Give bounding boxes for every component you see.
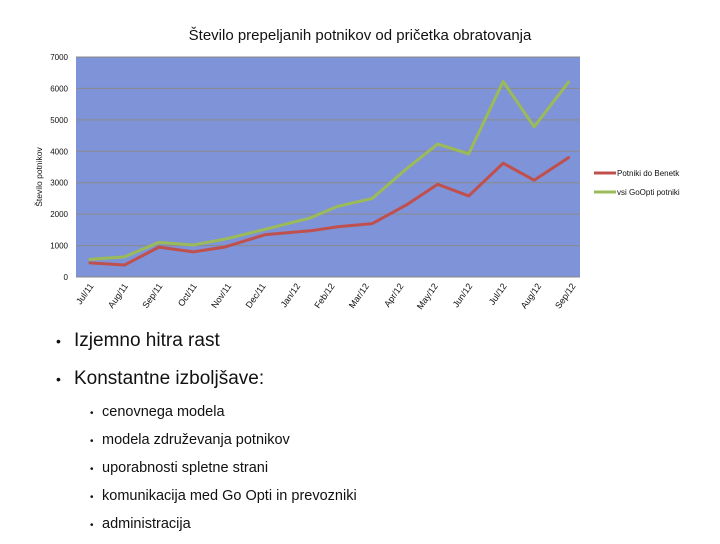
y-tick-label: 6000 [50, 84, 68, 93]
y-tick-label: 2000 [50, 210, 68, 219]
series-line-benetk [88, 156, 571, 267]
bullet-dot: • [56, 333, 61, 349]
y-tick-label: 3000 [50, 179, 68, 188]
sub-bullet-text: cenovnega modela [102, 404, 225, 420]
x-tick-label: Aug/11 [106, 281, 130, 310]
x-tick-label: Feb/12 [312, 281, 336, 310]
legend-label: vsi GoOpti potniki [617, 188, 680, 197]
sub-bullet-text: administracija [102, 516, 191, 532]
y-tick-label: 7000 [50, 53, 68, 62]
bullet-text: Konstantne izboljšave: [74, 368, 265, 389]
passenger-chart: Število prepeljanih potnikov od pričetka… [34, 27, 680, 311]
sub-bullet-item: • modela združevanja potnikov [90, 432, 696, 448]
bullet-item: • Konstantne izboljšave: [56, 368, 696, 390]
x-tick-label: Jan/12 [279, 281, 303, 309]
sub-bullet-item: • komunikacija med Go Opti in prevozniki [90, 488, 696, 504]
x-tick-label: Oct/11 [176, 281, 199, 308]
x-tick-label: Jul/11 [74, 281, 96, 306]
x-tick-label: Dec/11 [244, 281, 268, 310]
series-line-goopti [88, 80, 571, 261]
y-tick-label: 1000 [50, 242, 68, 251]
y-tick-label: 5000 [50, 116, 68, 125]
sub-bullet-text: modela združevanja potnikov [102, 432, 290, 448]
x-tick-label: Sep/12 [553, 281, 578, 310]
sub-bullet-dot: • [90, 464, 94, 475]
x-tick-label: Mar/12 [347, 281, 371, 310]
chart-title: Število prepeljanih potnikov od pričetka… [189, 27, 532, 44]
legend-label: Potniki do Benetk [617, 169, 680, 178]
sub-bullet-dot: • [90, 408, 94, 419]
x-tick-label: Sep/11 [140, 281, 164, 310]
bullet-dot: • [56, 371, 61, 387]
y-tick-label: 0 [64, 273, 69, 282]
sub-bullet-item: • uporabnosti spletne strani [90, 460, 696, 476]
y-tick-label: 4000 [50, 147, 68, 156]
x-tick-label: Apr/12 [382, 281, 405, 308]
bullet-text: Izjemno hitra rast [74, 330, 220, 351]
bullet-list: • Izjemno hitra rast • Konstantne izbolj… [56, 330, 696, 544]
sub-bullet-text: uporabnosti spletne strani [102, 460, 269, 476]
x-tick-label: Nov/11 [209, 281, 233, 310]
y-axis-label: Število potnikov [34, 146, 44, 206]
x-tick-label: Jun/12 [451, 281, 475, 309]
x-tick-label: Aug/12 [519, 281, 544, 310]
sub-bullet-item: • cenovnega modela [90, 404, 696, 420]
x-tick-label: May/12 [415, 281, 440, 311]
sub-bullet-item: • administracija [90, 516, 696, 532]
sub-bullet-dot: • [90, 492, 94, 503]
sub-bullet-dot: • [90, 520, 94, 531]
sub-bullet-text: komunikacija med Go Opti in prevozniki [102, 488, 357, 504]
bullet-item: • Izjemno hitra rast [56, 330, 696, 352]
sub-bullet-dot: • [90, 436, 94, 447]
x-tick-label: Jul/12 [487, 281, 509, 306]
